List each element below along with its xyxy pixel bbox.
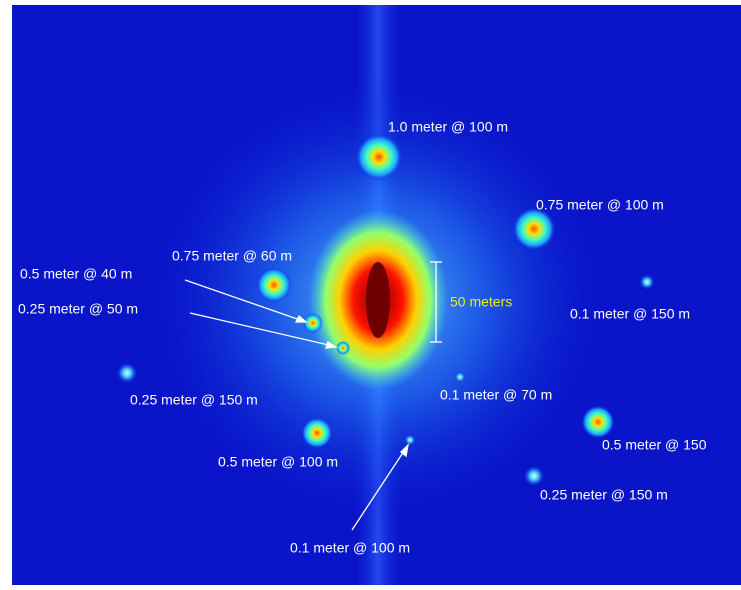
target-label: 0.75 meter @ 100 m [536, 197, 664, 213]
target-label: 0.1 meter @ 70 m [440, 387, 552, 403]
target-label: 0.25 meter @ 150 m [130, 392, 258, 408]
target-label: 0.5 meter @ 150 [602, 437, 707, 453]
target-label: 0.1 meter @ 150 m [570, 306, 690, 322]
target-label: 0.5 meter @ 40 m [20, 266, 132, 282]
target-label: 0.25 meter @ 50 m [18, 301, 138, 317]
target [581, 405, 615, 439]
central-core [366, 262, 390, 338]
page: {"labels": [ {"text": "1.0 meter @ 100 m… [0, 0, 741, 590]
target [256, 267, 292, 303]
target [355, 133, 403, 181]
target [303, 313, 323, 333]
target [523, 465, 545, 487]
target-label: 1.0 meter @ 100 m [388, 119, 508, 135]
target [639, 274, 655, 290]
target-label: 0.5 meter @ 100 m [218, 454, 338, 470]
target [116, 362, 138, 384]
target-label: 0.25 meter @ 150 m [540, 487, 668, 503]
target [454, 371, 466, 383]
sonar-image: 50 meters 1.0 meter @ 100 m 0.75 meter @… [0, 0, 741, 590]
scale-label: 50 meters [450, 294, 512, 310]
target [336, 341, 350, 355]
target [301, 417, 333, 449]
target-label: 0.1 meter @ 100 m [290, 540, 410, 556]
target [512, 207, 556, 251]
target-label: 0.75 meter @ 60 m [172, 248, 292, 264]
target [404, 434, 416, 446]
